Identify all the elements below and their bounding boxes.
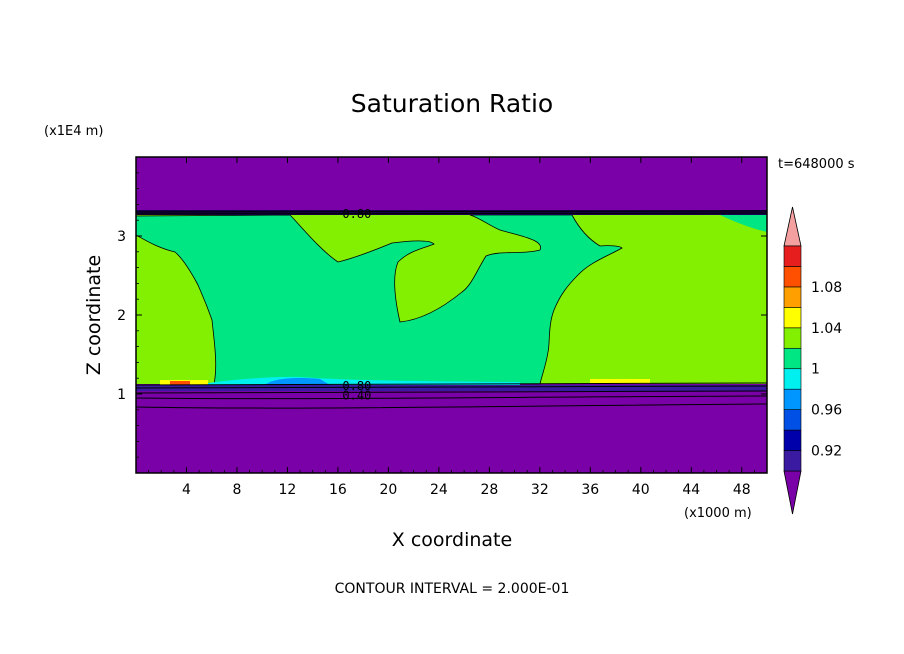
plot-area: 0.800.800.40 4 8 12 16 20 24 28 32 36 40 44 48 123: [117, 156, 768, 498]
x-tick-label: 12: [279, 482, 297, 498]
colorbar-swatch: [783, 409, 802, 431]
colorbar-swatch: [783, 245, 802, 267]
y-tick-label: 2: [117, 308, 126, 324]
colorbar-swatch: [783, 286, 802, 308]
x-tick-label: 44: [682, 482, 700, 498]
colorbar-tick-label: 1.08: [811, 280, 842, 296]
colorbar-swatch: [783, 429, 802, 451]
colorbar-tick-label: 1.04: [811, 321, 842, 337]
colorbar-swatch: [783, 266, 802, 288]
contour-line-top-1: [135, 210, 768, 213]
x-tick-label: 28: [480, 482, 498, 498]
x-tick-label: 40: [632, 482, 650, 498]
chart-title: Saturation Ratio: [351, 89, 553, 118]
x-axis-label: X coordinate: [392, 529, 512, 551]
x-tick-label: 4: [182, 482, 191, 498]
contour-label: 0.40: [342, 389, 371, 403]
y-tick-label: 1: [117, 387, 126, 403]
y-tick-label: 3: [117, 229, 126, 245]
x-ticks: 4 8 12 16 20 24 28 32 36 40 44 48: [148, 157, 755, 498]
colorbar-swatch: [783, 450, 802, 472]
colorbar-bottom-extension: [783, 470, 802, 515]
x-tick-label: 8: [232, 482, 241, 498]
colorbar-swatch: [783, 307, 802, 329]
y-axis-label: Z coordinate: [83, 255, 105, 375]
contour-interval-label: CONTOUR INTERVAL = 2.000E-01: [335, 581, 570, 597]
cloud-top-band: [136, 210, 767, 215]
x-tick-label: 24: [430, 482, 448, 498]
colorbar-swatch: [783, 347, 802, 370]
contour-labels: 0.800.800.40: [342, 207, 371, 403]
colorbar-tick-label: 0.92: [811, 444, 842, 460]
colorbar-swatch: [783, 368, 802, 390]
contour-line-base-4: [135, 395, 768, 400]
y-scale-label: (x1E4 m): [44, 124, 103, 139]
contour-label: 0.80: [342, 379, 371, 393]
colorbar-swatch: [783, 327, 802, 349]
y-ticks: 1 2 3: [117, 172, 767, 458]
cloud-base-band: [136, 385, 767, 391]
x-scale-label: (x1000 m): [684, 506, 752, 521]
x-tick-label: 32: [531, 482, 549, 498]
cloud-base-red-left: [170, 381, 190, 385]
colorbar: 1.08 1.04 1 0.96 0.92: [783, 206, 842, 515]
x-tick-label: 20: [379, 482, 397, 498]
contour-line-top-2: [135, 212, 768, 215]
contour-line-base-5: [135, 403, 768, 409]
colorbar-tick-label: 1: [811, 362, 820, 378]
time-label: t=648000 s: [778, 157, 855, 172]
colorbar-tick-label: 0.96: [811, 403, 842, 419]
contour-label: 0.80: [342, 207, 371, 221]
x-tick-label: 36: [581, 482, 599, 498]
cloud-base-yellow-right: [590, 379, 650, 384]
colorbar-top-extension: [783, 206, 802, 247]
cloud-layer-teal-right: [720, 215, 767, 232]
x-tick-label: 48: [733, 482, 751, 498]
x-tick-label: 16: [329, 482, 347, 498]
colorbar-swatch: [783, 388, 802, 410]
